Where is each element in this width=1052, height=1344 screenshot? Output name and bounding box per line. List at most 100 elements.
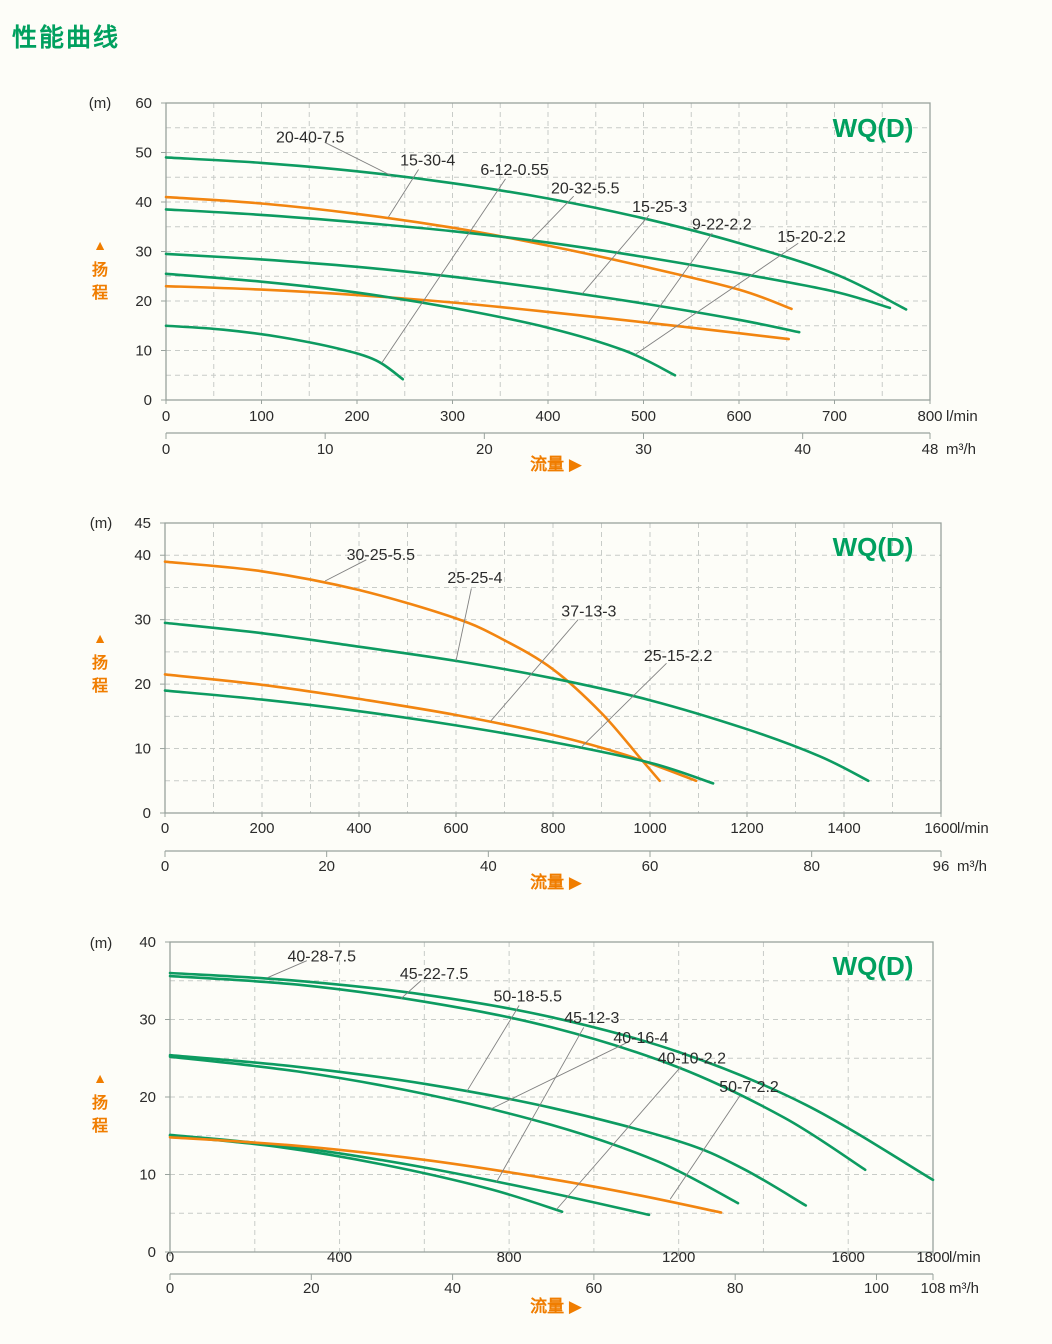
x-tick-label-m3h: 20 [303,1280,320,1297]
x-tick-label-m3h: 20 [476,441,493,458]
curve-label-15-30-4: 15-30-4 [400,152,455,169]
x-tick-label-m3h: 30 [635,441,652,458]
leader-line-25-25-4 [455,588,472,662]
flow-axis-label: 流量 ▶ [530,1296,583,1316]
curve-label-30-25-5.5: 30-25-5.5 [347,547,416,564]
head-axis-label: ▲ 扬程 [92,237,108,302]
x-tick-label-m3h: 0 [161,858,169,875]
x-tick-label-lmin: 800 [917,408,942,425]
curve-label-20-32-5.5: 20-32-5.5 [551,181,620,198]
curve-labels: 40-28-7.5 45-22-7.5 50-18-5.545-12-3 40-16-… [267,949,779,1210]
curves [163,560,870,785]
leader-line-45-12-3 [496,1027,585,1183]
curve-label-50-18-5.5: 50-18-5.5 [494,988,563,1005]
curve-label-9-22-2.2: 9-22-2.2 [692,216,752,233]
curve-40-28-7.5 [168,971,935,1182]
x-tick-label-m3h: 108 [920,1280,945,1297]
leader-line-40-28-7.5 [267,960,308,979]
y-tick-label: 50 [135,145,152,162]
x-tick-label-lmin: 200 [344,408,369,425]
y-unit-label: (m) [89,95,112,112]
y-tick-label: 45 [134,515,151,532]
x-tick-label-m3h: 10 [317,441,334,458]
x-tick-label-lmin: 300 [440,408,465,425]
x-tick-label-lmin: 100 [249,408,274,425]
x-tick-label-lmin: 0 [161,820,169,837]
y-axis: 0 10 20 30 40 45 [134,515,165,822]
head-axis-label: ▲ 扬程 [92,630,108,695]
x-unit-m3h: m³/h [949,1280,979,1297]
x-unit-lmin: l/min [946,408,978,425]
head-axis-char-1: 扬 [92,260,108,279]
x-tick-label-lmin: 0 [166,1249,174,1266]
x-tick-label-lmin: 400 [535,408,560,425]
leader-line-15-20-2.2 [635,242,799,355]
curve-6-12-0.55 [164,324,405,381]
y-tick-label: 10 [139,1167,156,1184]
curve-label-6-12-0.55: 6-12-0.55 [480,162,549,179]
head-axis-char-1: 扬 [92,1093,108,1112]
curve-label-37-13-3: 37-13-3 [561,603,616,620]
x-tick-label-m3h: 100 [864,1280,889,1297]
curve-50-7-2.2 [168,1136,723,1214]
curve-label-45-12-3: 45-12-3 [564,1010,619,1027]
y-axis: 0 10 20 30 40 [139,934,170,1261]
performance-chart-3: 0 10 20 30 40 (m) 0 400 800 1200 1600 1800 l/min 0 20 4… [90,934,981,1316]
x-tick-label-m3h: 40 [480,858,497,875]
y-tick-label: 20 [134,676,151,693]
x-tick-label-m3h: 80 [727,1280,744,1297]
leader-line-25-15-2.2 [580,662,667,748]
leader-line-40-16-4 [489,1042,627,1110]
x-tick-label-lmin: 1600 [832,1249,865,1266]
page-title: 性能曲线 [12,24,121,52]
x-unit-m3h: m³/h [946,441,976,458]
curve-label-20-40-7.5: 20-40-7.5 [276,130,345,147]
x-tick-label-lmin: 500 [631,408,656,425]
leader-line-37-13-3 [490,619,579,722]
curve-label-40-28-7.5: 40-28-7.5 [288,949,357,966]
curve-30-25-5.5 [163,560,661,783]
x-tick-label-lmin: 400 [327,1249,352,1266]
flow-axis-label: 流量 ▶ [530,872,583,892]
leader-line-15-30-4 [388,169,419,218]
leader-line-50-7-2.2 [669,1095,741,1200]
curve-40-10-2.2 [168,1134,564,1213]
x-tick-label-lmin: 1200 [662,1249,695,1266]
curve-label-45-22-7.5: 45-22-7.5 [400,966,469,983]
x-tick-label-lmin: 0 [162,408,170,425]
curve-50-18-5.5 [168,1053,808,1207]
head-axis-char-2: 程 [92,677,108,695]
y-tick-label: 30 [139,1012,156,1029]
x-axis-lmin: 0 100 200 300 400 500 600 700 800 l/min [162,400,978,425]
leader-line-9-22-2.2 [647,232,713,324]
curve-15-25-3 [164,252,801,334]
curve-label-15-20-2.2: 15-20-2.2 [777,229,846,246]
curve-label-25-25-4: 25-25-4 [447,570,502,587]
y-tick-label: 20 [139,1089,156,1106]
series-family-label: WQ(D) [833,113,914,143]
head-axis-char-1: 扬 [92,653,108,672]
y-tick-label: 0 [143,805,151,822]
y-tick-label: 20 [135,293,152,310]
curve-45-22-7.5 [168,974,867,1172]
y-unit-label: (m) [90,515,113,532]
curve-15-20-2.2 [164,272,677,377]
x-tick-label-lmin: 600 [443,820,468,837]
x-tick-label-lmin: 800 [497,1249,522,1266]
x-tick-label-m3h: 80 [803,858,820,875]
x-tick-label-lmin: 1200 [730,820,763,837]
y-tick-label: 30 [135,244,152,261]
curve-20-40-7.5 [164,156,908,311]
leader-line-50-18-5.5 [466,1005,520,1092]
x-axis-m3h: 0 20 40 60 80 100 108 m³/h [166,1273,979,1297]
x-tick-label-lmin: 800 [540,820,565,837]
y-tick-label: 40 [134,547,151,564]
curve-label-50-7-2.2: 50-7-2.2 [719,1079,779,1096]
x-tick-label-lmin: 600 [726,408,751,425]
x-unit-lmin: l/min [949,1249,981,1266]
y-axis: 0 10 20 30 40 50 60 [135,95,166,409]
grid [166,103,930,400]
